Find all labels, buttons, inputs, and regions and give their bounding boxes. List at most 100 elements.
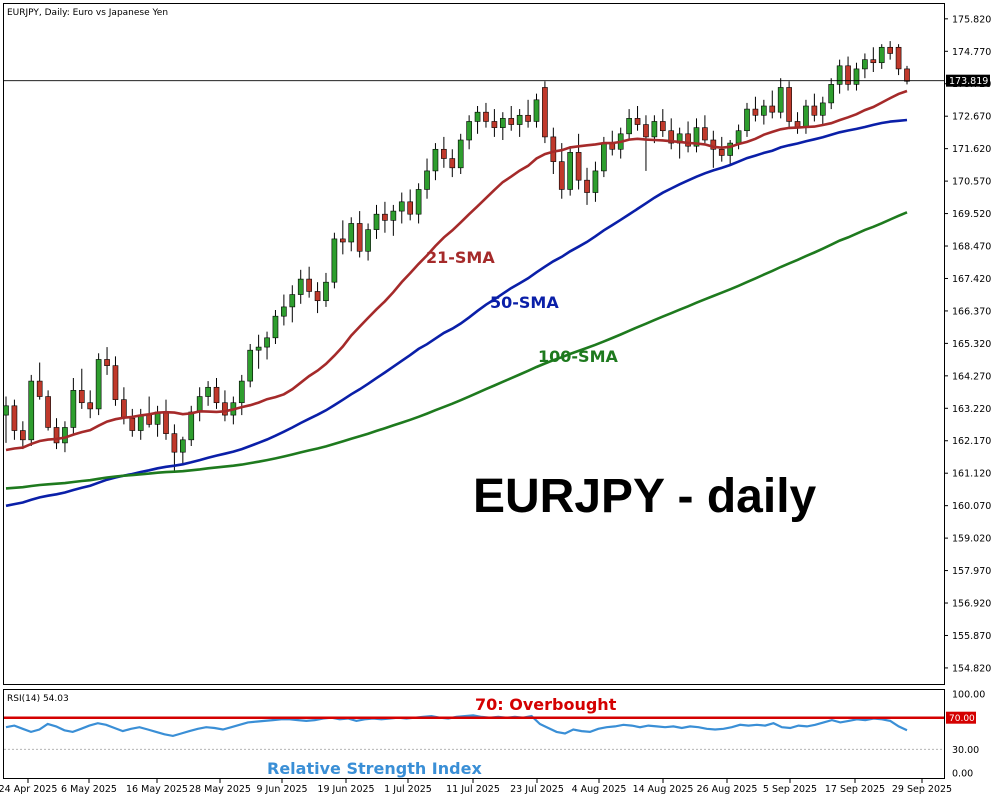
candle-bull	[592, 170, 599, 193]
candle-bear	[87, 402, 94, 410]
candle-bear	[584, 179, 590, 193]
candle-bear	[710, 139, 717, 150]
price-axis: 175.820174.770173.720172.670171.620170.5…	[944, 14, 991, 674]
price-tick-label: 157.970	[952, 566, 991, 577]
sma21-line	[5, 89, 908, 452]
candle-bear	[45, 396, 51, 428]
time-tick-label: 17 Sep 2025	[825, 784, 885, 795]
candle-bull	[777, 87, 784, 113]
candle-bull	[365, 229, 371, 252]
price-tick-label: 161.120	[952, 469, 991, 480]
candle-bull	[297, 278, 304, 295]
candle-bear	[542, 87, 548, 138]
candle-bull	[803, 105, 809, 128]
candle-bear	[870, 59, 877, 64]
candle-bear	[483, 111, 489, 122]
time-tick-label: 26 Aug 2025	[697, 784, 758, 795]
candle-bull	[828, 84, 835, 104]
sma50-line	[5, 118, 908, 508]
candle-bear	[508, 118, 515, 125]
candle-bear	[904, 68, 910, 82]
candle-bear	[222, 402, 228, 416]
candle-bull	[516, 114, 523, 125]
time-tick-label: 19 Jun 2025	[317, 784, 374, 795]
candle-bear	[78, 390, 85, 404]
candle-bull	[601, 142, 607, 172]
candle-bull	[95, 359, 102, 410]
sma50-annotation: 50-SMA	[490, 293, 559, 312]
price-tick-label: 169.520	[952, 209, 991, 220]
time-tick-label: 5 Sep 2025	[763, 784, 817, 795]
candle-bear	[702, 127, 708, 141]
rsi-tick-label: 0.00	[952, 769, 973, 780]
candle-bear	[441, 148, 447, 159]
price-tick-label: 170.570	[952, 177, 991, 188]
candle-bear	[314, 291, 321, 302]
candle-bear	[685, 133, 691, 147]
candle-bear	[306, 278, 312, 292]
time-tick-label: 4 Aug 2025	[572, 784, 627, 795]
price-tick-label: 175.820	[952, 14, 991, 25]
moving-averages-group	[5, 89, 908, 508]
price-tick-label: 171.620	[952, 144, 991, 155]
candle-bull	[289, 294, 296, 308]
candle-bear	[382, 213, 388, 221]
sma21-annotation: 21-SMA	[426, 248, 495, 267]
candle-bull	[281, 306, 287, 317]
candle-bull	[331, 238, 338, 283]
candle-bull	[137, 414, 144, 431]
candle-bull	[457, 139, 464, 169]
price-tick-label: 165.320	[952, 339, 991, 350]
time-tick-label: 6 May 2025	[61, 784, 117, 795]
candle-bull	[62, 427, 68, 444]
time-tick-label: 1 Jul 2025	[384, 784, 432, 795]
candle-bear	[550, 136, 557, 162]
candle-bull	[727, 142, 733, 156]
candle-bear	[339, 238, 346, 243]
main-plot-frame	[3, 3, 945, 685]
time-axis: 24 Apr 2025 6 May 2025 16 May 2025 28 May 2…	[0, 779, 952, 795]
candle-bear	[121, 399, 127, 419]
candle-bull	[205, 386, 211, 397]
candle-bear	[163, 411, 169, 434]
price-tick-label: 162.170	[952, 436, 991, 447]
rsi-level-box	[946, 711, 976, 724]
candle-bull	[878, 46, 885, 64]
candle-bear	[643, 124, 649, 138]
candle-bear	[668, 130, 675, 144]
time-tick-label: 24 Apr 2025	[0, 784, 57, 795]
candle-bear	[449, 158, 456, 169]
candle-bull	[499, 118, 506, 128]
candle-bull	[533, 99, 540, 122]
price-tick-label: 166.370	[952, 306, 991, 317]
price-tick-label: 154.820	[952, 663, 991, 674]
price-tick-label: 167.420	[952, 274, 991, 285]
candle-bull	[255, 346, 262, 351]
candle-bull	[424, 170, 430, 190]
candle-bear	[769, 105, 776, 113]
candle-bull	[3, 405, 9, 416]
rsi-plot-frame	[3, 689, 945, 779]
candle-bull	[415, 189, 422, 215]
candle-bear	[53, 427, 60, 444]
price-tick-label: 163.220	[952, 404, 991, 415]
candle-bear	[36, 380, 43, 397]
price-tick-label: 155.870	[952, 631, 991, 642]
candle-bear	[845, 65, 851, 85]
candle-bear	[575, 152, 582, 181]
candle-bear	[887, 46, 893, 54]
candle-bull	[819, 102, 826, 116]
candle-bull	[28, 380, 35, 441]
price-tick-label: 168.470	[952, 242, 991, 253]
time-tick-label: 14 Aug 2025	[633, 784, 694, 795]
current-price-label: 173.819	[949, 76, 988, 87]
candle-bull	[474, 111, 481, 122]
candle-bull	[761, 105, 767, 116]
candle-bull	[651, 121, 658, 138]
symbol-header: EURJPY, Daily: Euro vs Japanese Yen	[7, 8, 168, 18]
sma100-annotation: 100-SMA	[538, 347, 618, 366]
candle-bull	[373, 213, 380, 230]
time-tick-label: 16 May 2025	[126, 784, 188, 795]
